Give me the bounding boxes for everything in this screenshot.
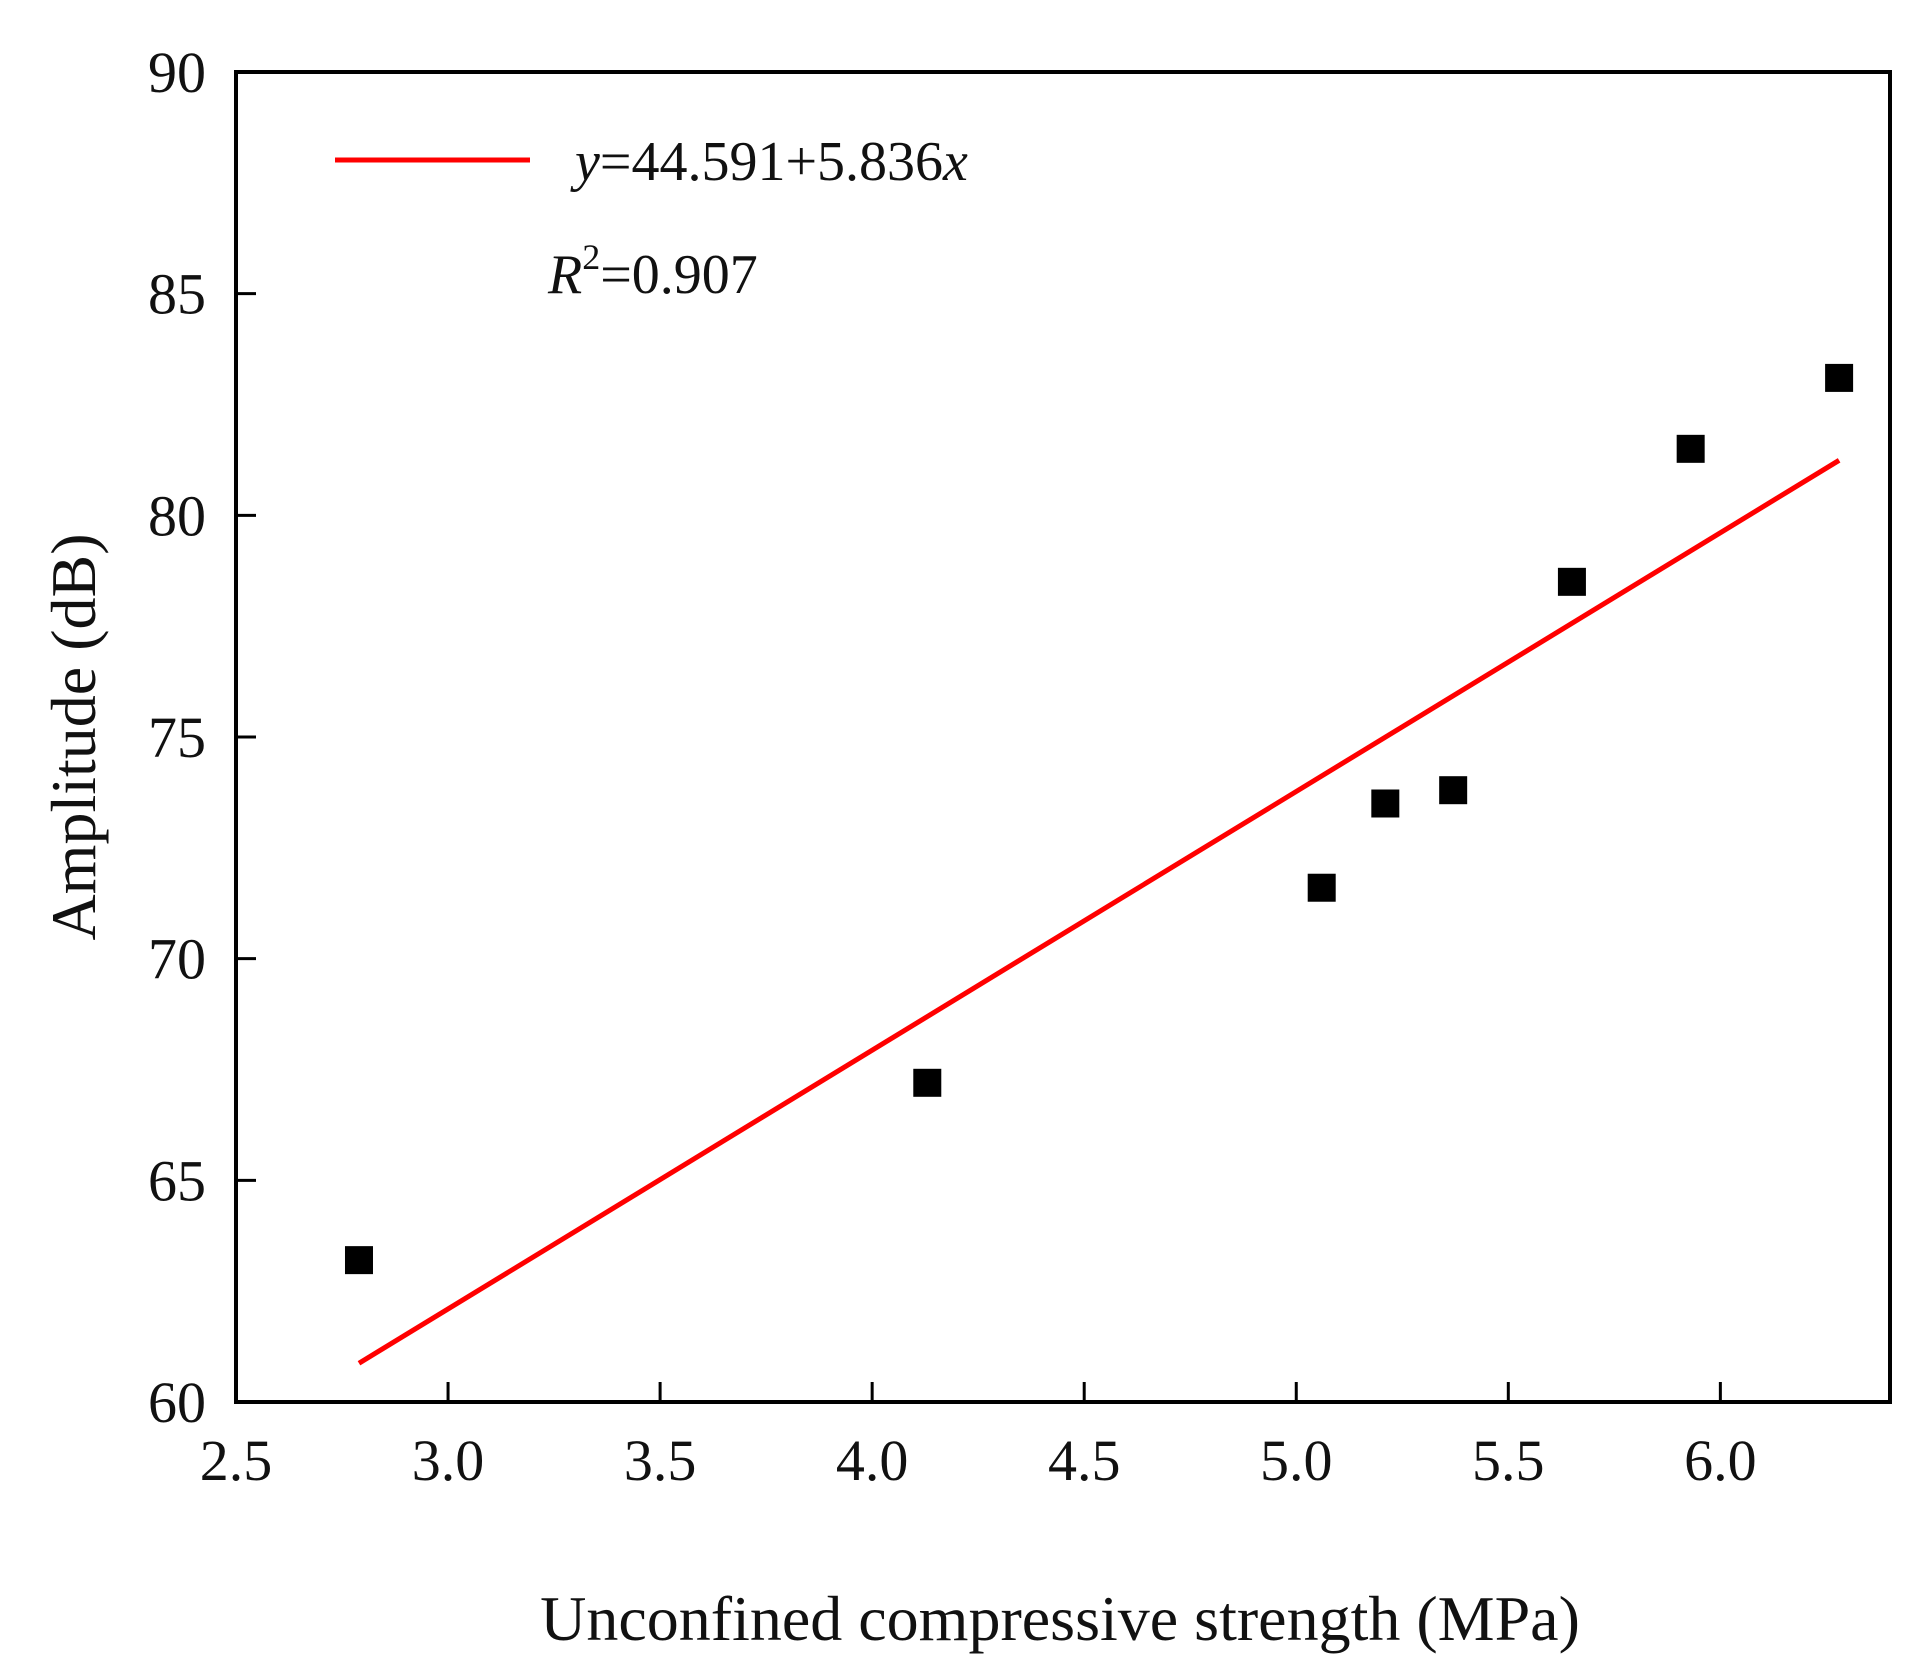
data-point xyxy=(1439,776,1468,805)
y-axis-title: Amplitude (dB) xyxy=(38,533,109,940)
x-tick-label: 4.0 xyxy=(836,1428,909,1493)
plot-frame xyxy=(234,70,1892,1404)
data-point xyxy=(1557,567,1586,596)
legend-r2-value: =0.907 xyxy=(600,244,758,306)
data-point xyxy=(913,1068,942,1097)
y-tick-label: 75 xyxy=(148,705,206,770)
legend-r2-label: R xyxy=(547,244,582,306)
x-tick-label: 3.0 xyxy=(412,1428,485,1493)
legend-equation-x: x xyxy=(942,131,968,193)
x-tick-label: 2.5 xyxy=(200,1428,273,1493)
y-tick-label: 80 xyxy=(148,483,206,548)
y-axis-ticks: 60 65 70 75 80 85 90 xyxy=(148,40,256,1435)
y-tick-label: 65 xyxy=(148,1148,206,1213)
data-point xyxy=(1676,434,1705,463)
y-tick-label: 90 xyxy=(148,40,206,105)
legend-equation-rest: =44.591+5.836 xyxy=(600,131,943,193)
x-tick-label: 5.5 xyxy=(1472,1428,1545,1493)
x-tick-label: 5.0 xyxy=(1260,1428,1333,1493)
fit-line xyxy=(357,458,1841,1366)
legend-r2: R2=0.907 xyxy=(547,237,758,306)
legend-equation-y: y xyxy=(570,131,600,193)
data-point xyxy=(1825,363,1854,392)
x-axis-ticks: 2.5 3.0 3.5 4.0 4.5 5.0 5.5 6.0 xyxy=(200,1382,1757,1493)
y-tick-label: 60 xyxy=(148,1370,206,1435)
x-tick-label: 4.5 xyxy=(1048,1428,1121,1493)
y-tick-label: 70 xyxy=(148,927,206,992)
legend-r2-sup: 2 xyxy=(582,237,600,277)
data-point xyxy=(1307,873,1336,902)
x-axis-title: Unconfined compressive strength (MPa) xyxy=(540,1583,1580,1654)
legend: y=44.591+5.836x R2=0.907 xyxy=(335,131,968,306)
x-tick-label: 6.0 xyxy=(1684,1428,1757,1493)
legend-equation: y=44.591+5.836x xyxy=(570,131,968,193)
data-point xyxy=(1371,789,1400,818)
fit-layer xyxy=(357,458,1841,1366)
y-tick-label: 85 xyxy=(148,262,206,327)
x-tick-label: 3.5 xyxy=(624,1428,697,1493)
points-layer xyxy=(344,363,1854,1275)
data-point xyxy=(344,1246,373,1275)
